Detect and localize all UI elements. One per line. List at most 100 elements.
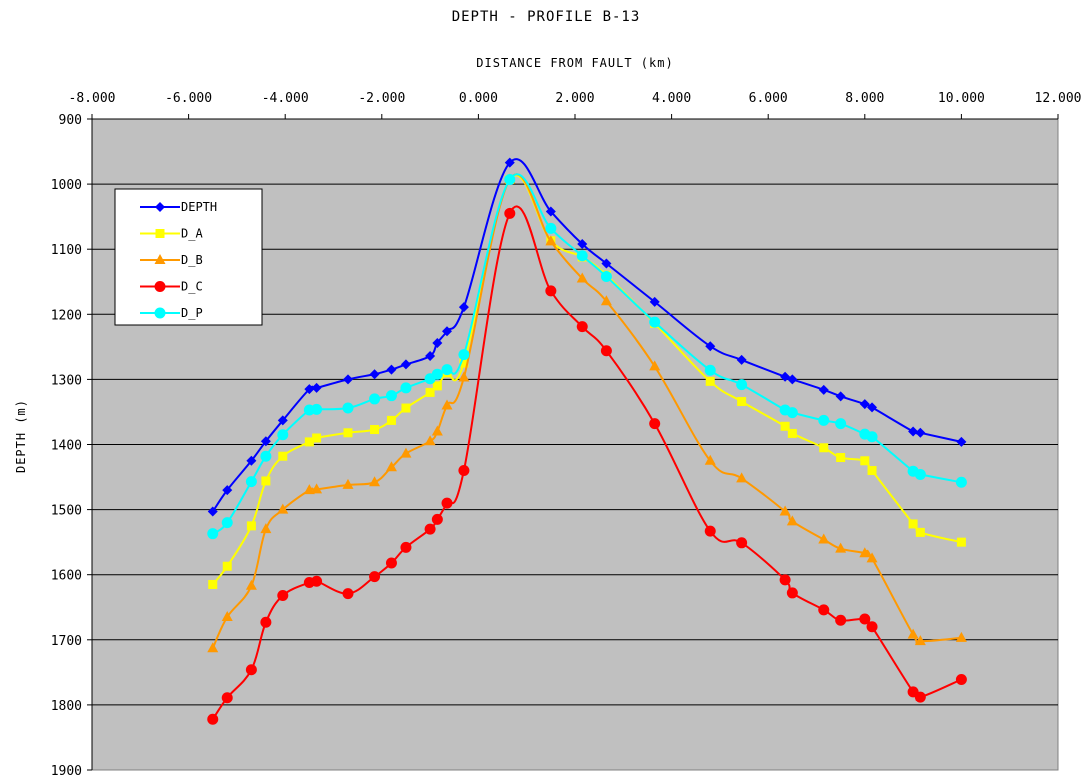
data-point — [261, 476, 271, 486]
y-tick-label: 1700 — [51, 634, 82, 649]
data-point — [914, 468, 926, 480]
data-point — [342, 374, 353, 385]
data-point — [425, 387, 435, 397]
data-point — [704, 364, 716, 376]
data-point — [786, 515, 798, 526]
data-point — [441, 497, 453, 509]
data-point — [277, 429, 289, 441]
data-point — [369, 369, 380, 380]
data-point — [278, 451, 288, 461]
data-point — [458, 302, 469, 313]
legend: DEPTH D_A D_B D_C D_P — [114, 188, 263, 326]
data-point — [867, 466, 877, 476]
x-tick-label: 2.000 — [555, 91, 594, 106]
data-point — [245, 476, 257, 488]
data-point — [504, 157, 515, 168]
data-point — [600, 295, 612, 306]
data-point — [779, 505, 791, 516]
data-point — [459, 358, 469, 368]
legend-entry-d-a: D_A — [140, 227, 203, 241]
legend-marker — [154, 254, 166, 264]
data-point — [504, 174, 516, 186]
data-point — [400, 359, 411, 370]
data-point — [431, 425, 443, 436]
data-point — [458, 349, 470, 361]
data-point — [504, 207, 516, 219]
data-point — [859, 399, 870, 410]
series-d-p — [207, 173, 967, 540]
data-point — [424, 435, 436, 446]
data-point — [786, 407, 798, 419]
legend-entry-d-c: D_C — [140, 280, 203, 294]
data-point — [779, 574, 791, 586]
data-point — [369, 393, 381, 405]
x-tick-label: -8.000 — [69, 91, 116, 106]
data-point — [207, 506, 218, 517]
x-tick-label: 8.000 — [845, 91, 884, 106]
data-point — [915, 527, 925, 537]
axes: 900 1000 1100 1200 1300 1400 1500 1600 1700 1800 1… — [51, 91, 1082, 779]
data-point — [260, 616, 272, 628]
data-point — [385, 557, 397, 569]
data-point — [222, 561, 232, 571]
y-tick-label: 1200 — [51, 308, 82, 323]
y-tick-label: 1800 — [51, 699, 82, 714]
data-point — [704, 454, 716, 465]
legend-marker — [154, 307, 166, 319]
data-point — [342, 588, 354, 600]
data-point — [246, 521, 256, 531]
data-point — [649, 296, 660, 307]
data-point — [245, 579, 257, 590]
data-point — [914, 635, 926, 646]
data-point — [705, 341, 716, 352]
data-point — [260, 450, 272, 462]
x-tick-label: 12.000 — [1035, 91, 1082, 106]
data-point — [221, 517, 233, 529]
data-point — [260, 523, 272, 534]
x-tick-label: 10.000 — [938, 91, 985, 106]
data-point — [908, 519, 918, 529]
data-point — [432, 337, 443, 348]
data-point — [400, 382, 412, 394]
data-point — [956, 537, 966, 547]
data-point — [705, 376, 715, 386]
data-point — [787, 374, 798, 385]
data-point — [576, 272, 588, 283]
data-point — [818, 414, 830, 426]
data-point — [545, 285, 557, 297]
legend-entry-d-b: D_B — [140, 253, 203, 267]
data-point — [221, 611, 233, 622]
x-tick-label: 6.000 — [749, 91, 788, 106]
legend-box — [114, 188, 263, 326]
data-point — [704, 525, 716, 537]
data-point — [221, 692, 233, 704]
chart-title: DEPTH - PROFILE B-13 — [452, 9, 641, 25]
data-point — [386, 364, 397, 375]
x-tick-label: 4.000 — [652, 91, 691, 106]
data-point — [207, 642, 219, 653]
data-point — [260, 436, 271, 447]
data-point — [303, 484, 315, 495]
data-point — [442, 326, 453, 337]
data-point — [866, 552, 878, 563]
y-tick-label: 1900 — [51, 764, 82, 779]
series-depth — [207, 157, 967, 517]
data-point — [867, 402, 878, 413]
data-point — [401, 403, 411, 413]
data-point — [304, 437, 314, 447]
data-point — [736, 379, 748, 391]
data-point — [818, 533, 830, 544]
data-point — [819, 443, 829, 453]
data-point — [222, 485, 233, 496]
data-point — [312, 433, 322, 443]
data-point — [277, 415, 288, 426]
data-point — [818, 604, 830, 616]
data-point — [207, 713, 219, 725]
legend-entry-depth: DEPTH — [140, 200, 217, 214]
data-point — [737, 397, 747, 407]
data-point — [245, 664, 257, 676]
y-axis-title: DEPTH (m) — [14, 399, 28, 473]
data-point — [208, 579, 218, 589]
data-point — [835, 542, 847, 553]
data-point — [342, 478, 354, 489]
